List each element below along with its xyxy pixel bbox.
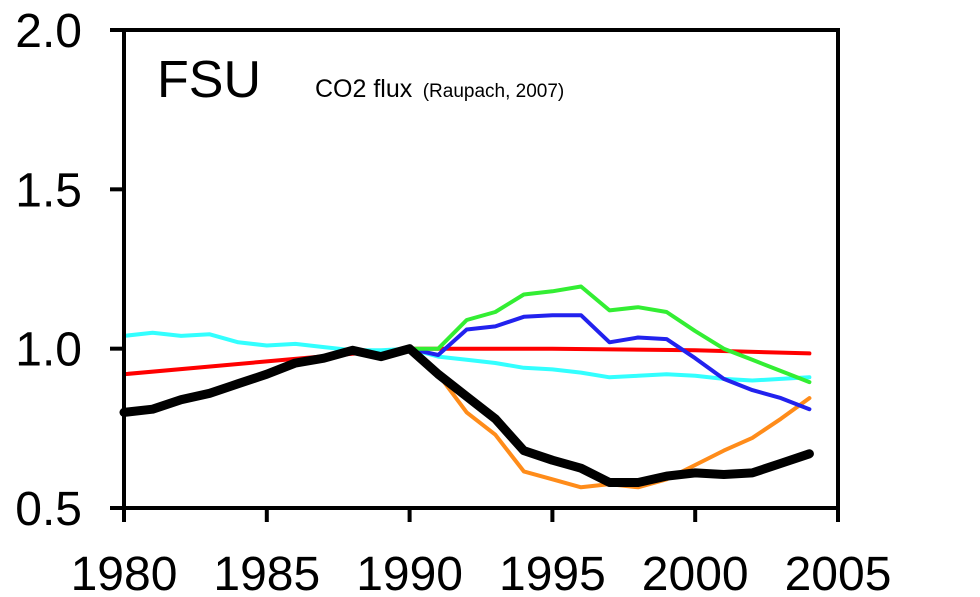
x-tick-label: 2000 <box>642 548 749 597</box>
chart-title: FSU <box>157 51 261 109</box>
y-tick-label: 0.5 <box>15 483 82 536</box>
y-tick-label: 1.0 <box>15 324 82 377</box>
x-tick-label: 1990 <box>356 548 463 597</box>
y-tick-label: 2.0 <box>15 5 82 58</box>
series-line-3 <box>407 346 812 490</box>
chart-subtitle: CO2 flux (Raupach, 2007) <box>315 75 564 103</box>
series-layer <box>119 284 814 490</box>
y-tick-label: 1.5 <box>15 164 82 217</box>
tick-layer: 1980 1985 1990 1995 2000 2005 0.5 1.0 1.5 2.0 <box>15 5 891 597</box>
series-line-2 <box>122 330 812 383</box>
series-line-4 <box>407 313 812 412</box>
x-tick-label: 1985 <box>213 548 320 597</box>
series-line-5 <box>407 284 812 385</box>
x-tick-label: 2005 <box>785 548 892 597</box>
series-line-6 <box>119 344 814 487</box>
series-line-1 <box>122 346 812 377</box>
plot-frame <box>122 28 840 510</box>
subtitle-note: (Raupach, 2007) <box>423 81 565 102</box>
x-tick-label: 1995 <box>499 548 606 597</box>
x-tick-label: 1980 <box>71 548 178 597</box>
subtitle-main: CO2 flux <box>315 75 413 103</box>
